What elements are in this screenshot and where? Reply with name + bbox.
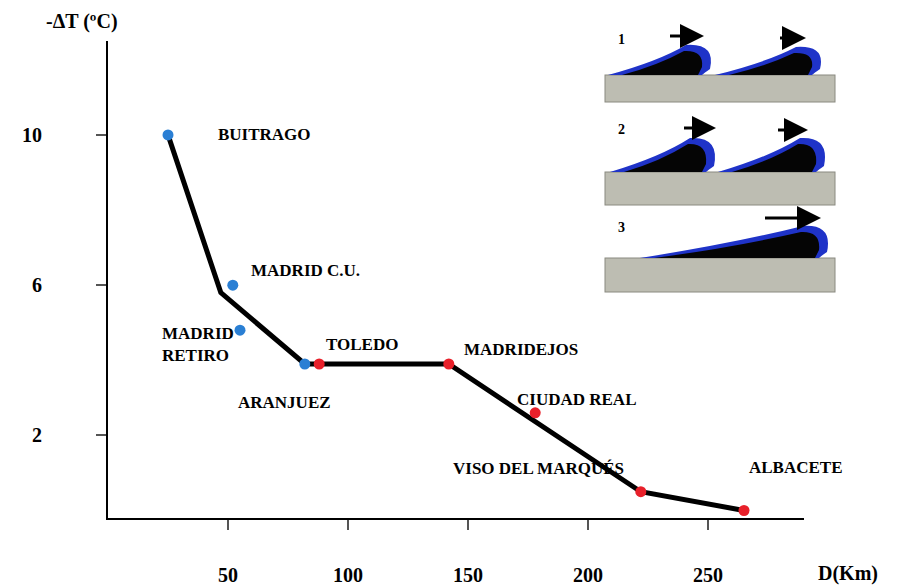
svg-text:150: 150 xyxy=(453,564,483,586)
svg-text:10: 10 xyxy=(22,124,42,146)
svg-text:2: 2 xyxy=(32,424,42,446)
svg-text:-ΔT (ºC): -ΔT (ºC) xyxy=(46,10,118,33)
svg-text:CIUDAD REAL: CIUDAD REAL xyxy=(517,390,636,409)
svg-text:TOLEDO: TOLEDO xyxy=(326,335,398,354)
svg-text:MADRIDEJOS: MADRIDEJOS xyxy=(464,340,578,359)
svg-text:MADRIDRETIRO: MADRIDRETIRO xyxy=(162,324,234,365)
svg-text:200: 200 xyxy=(573,564,603,586)
svg-text:ALBACETE: ALBACETE xyxy=(749,458,843,477)
svg-text:1: 1 xyxy=(618,32,625,47)
svg-text:ARANJUEZ: ARANJUEZ xyxy=(238,393,331,412)
svg-text:VISO DEL MARQUÉS: VISO DEL MARQUÉS xyxy=(453,459,624,478)
svg-text:MADRID C.U.: MADRID C.U. xyxy=(251,261,360,280)
svg-text:3: 3 xyxy=(618,220,625,235)
svg-text:2: 2 xyxy=(618,122,625,137)
svg-text:100: 100 xyxy=(333,564,363,586)
svg-text:BUITRAGO: BUITRAGO xyxy=(218,125,311,144)
svg-text:6: 6 xyxy=(32,274,42,296)
svg-text:D(Km): D(Km) xyxy=(818,562,878,585)
svg-text:250: 250 xyxy=(693,564,723,586)
svg-text:50: 50 xyxy=(218,564,238,586)
